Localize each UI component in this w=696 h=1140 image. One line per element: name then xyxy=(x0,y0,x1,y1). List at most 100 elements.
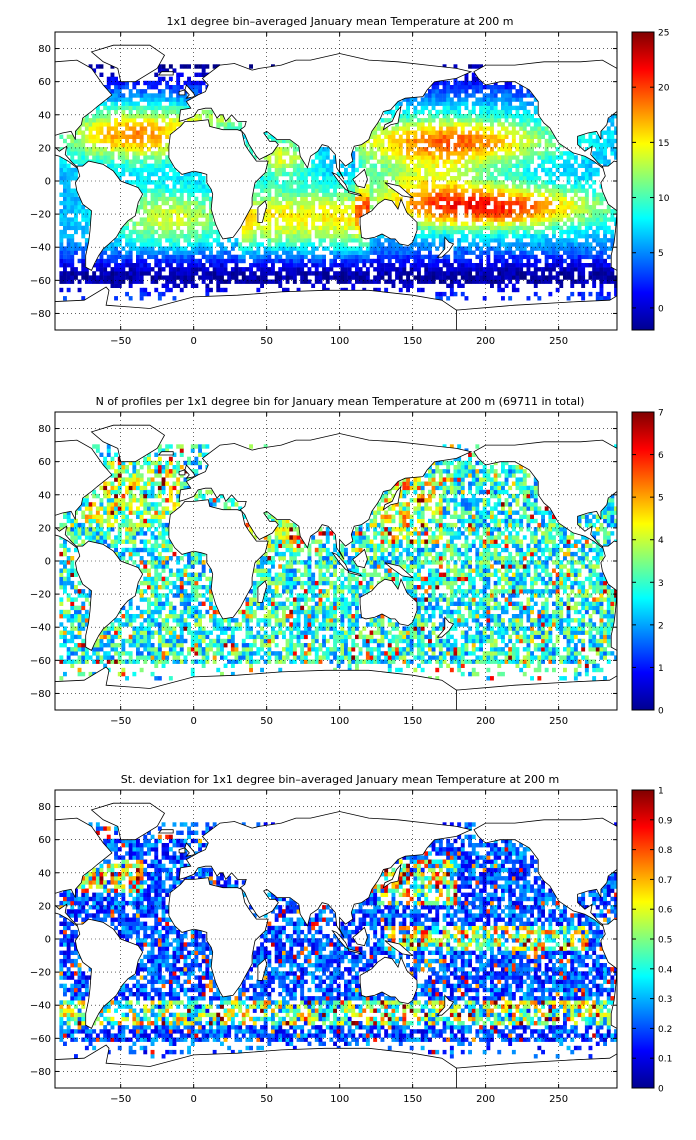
heatmap-cell xyxy=(216,287,221,293)
heatmap-cell xyxy=(490,221,494,226)
heatmap-cell xyxy=(398,176,403,181)
heatmap-cell xyxy=(278,229,283,235)
heatmap-cell xyxy=(190,225,195,231)
heatmap-cell xyxy=(581,176,586,181)
heatmap-cell xyxy=(179,93,184,98)
heatmap-cell xyxy=(395,151,399,156)
heatmap-cell xyxy=(511,275,516,280)
heatmap-cell xyxy=(595,134,600,139)
heatmap-cell xyxy=(464,238,469,243)
heatmap-cell xyxy=(300,171,305,177)
heatmap-cell xyxy=(70,221,75,226)
heatmap-cell xyxy=(460,238,465,243)
heatmap-cell xyxy=(355,147,359,152)
heatmap-cell xyxy=(497,225,502,231)
heatmap-cell xyxy=(143,238,148,243)
heatmap-cell xyxy=(216,250,221,255)
heatmap-cell xyxy=(504,126,509,131)
heatmap-cell xyxy=(128,101,133,106)
heatmap-cell xyxy=(603,225,607,231)
heatmap-cell xyxy=(74,151,78,156)
heatmap-cell xyxy=(501,109,505,115)
heatmap-cell xyxy=(201,196,206,202)
heatmap-cell xyxy=(252,155,257,160)
heatmap-cell xyxy=(194,659,199,664)
heatmap-cell xyxy=(486,105,491,111)
heatmap-cell xyxy=(573,205,578,210)
heatmap-cell xyxy=(322,234,326,239)
heatmap-cell xyxy=(161,659,166,664)
heatmap-cell xyxy=(599,275,604,280)
heatmap-cell xyxy=(515,93,520,98)
heatmap-cell xyxy=(128,147,133,152)
heatmap-cell xyxy=(431,238,436,243)
heatmap-cell xyxy=(486,200,491,206)
heatmap-cell xyxy=(475,118,480,123)
heatmap-cell xyxy=(183,180,188,185)
heatmap-cell xyxy=(168,254,173,260)
heatmap-cell xyxy=(559,151,564,156)
heatmap-cell xyxy=(190,85,195,90)
heatmap-cell xyxy=(373,287,378,293)
heatmap-cell xyxy=(493,254,498,260)
heatmap-cell xyxy=(559,184,564,189)
heatmap-cell xyxy=(526,196,531,202)
heatmap-cell xyxy=(504,171,509,177)
heatmap-cell xyxy=(537,213,542,218)
heatmap-cell xyxy=(187,76,191,82)
heatmap-cell xyxy=(592,263,597,268)
heatmap-cell xyxy=(453,267,458,272)
heatmap-cell xyxy=(595,192,600,197)
heatmap-cell xyxy=(373,130,378,135)
heatmap-cell xyxy=(504,89,509,94)
heatmap-cell xyxy=(194,180,199,185)
heatmap-cell xyxy=(431,126,436,131)
heatmap-cell xyxy=(176,655,181,660)
heatmap-cell xyxy=(413,254,418,260)
heatmap-cell xyxy=(428,217,432,222)
heatmap-cell xyxy=(460,171,465,177)
heatmap-cell xyxy=(150,279,155,284)
heatmap-cell xyxy=(584,163,589,168)
heatmap-cell xyxy=(223,258,228,264)
heatmap-cell xyxy=(588,246,593,251)
heatmap-cell xyxy=(577,138,582,144)
heatmap-cell xyxy=(150,246,155,251)
heatmap-cell xyxy=(300,254,305,260)
heatmap-cell xyxy=(369,188,374,193)
heatmap-cell xyxy=(515,651,520,656)
heatmap-cell xyxy=(555,263,560,268)
heatmap-cell xyxy=(428,130,432,135)
heatmap-cell xyxy=(409,101,414,106)
heatmap-cell xyxy=(595,221,600,226)
heatmap-cell xyxy=(267,234,272,239)
heatmap-cell xyxy=(584,671,589,677)
heatmap-cell xyxy=(307,234,312,239)
heatmap-cell xyxy=(420,163,425,168)
heatmap-cell xyxy=(577,213,582,218)
heatmap-cell xyxy=(168,109,173,115)
heatmap-cell xyxy=(508,250,513,255)
heatmap-cell xyxy=(172,196,177,202)
heatmap-cell xyxy=(289,275,294,280)
heatmap-cell xyxy=(344,205,348,210)
heatmap-cell xyxy=(592,188,597,193)
heatmap-cell xyxy=(289,184,294,189)
heatmap-cell xyxy=(92,68,97,73)
heatmap-cell xyxy=(384,250,389,255)
heatmap-cell xyxy=(573,200,578,206)
heatmap-cell xyxy=(110,134,115,139)
heatmap-cell xyxy=(172,246,177,251)
heatmap-cell xyxy=(355,663,359,668)
coastline-layer xyxy=(55,44,617,330)
heatmap-cell xyxy=(475,176,480,181)
heatmap-cell xyxy=(431,142,436,148)
heatmap-cell xyxy=(289,171,294,177)
heatmap-cell xyxy=(595,667,600,673)
heatmap-cell xyxy=(168,229,173,235)
heatmap-cell xyxy=(606,142,611,148)
heatmap-cell xyxy=(486,97,491,102)
heatmap-cell xyxy=(504,155,509,160)
heatmap-cell xyxy=(311,205,316,210)
heatmap-cell xyxy=(336,205,341,210)
